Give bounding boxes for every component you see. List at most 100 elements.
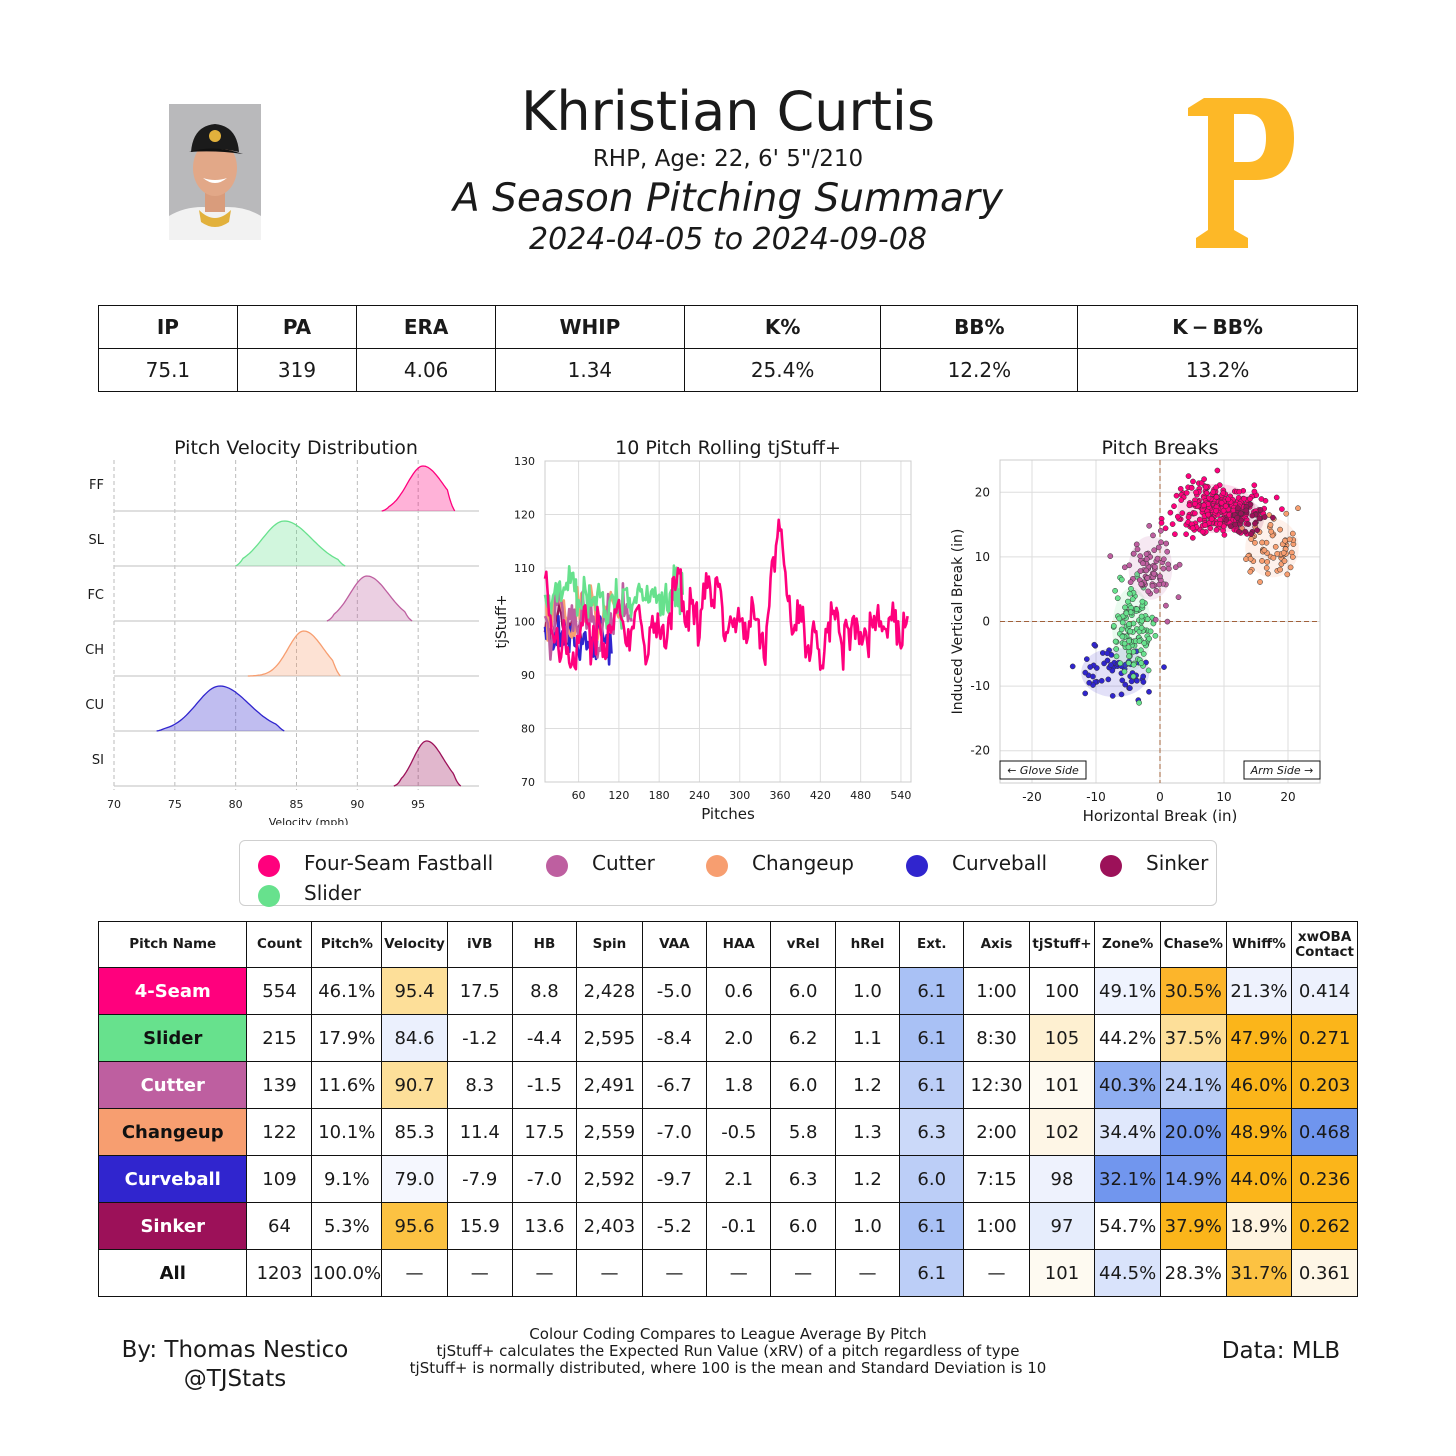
breaks-point xyxy=(1145,667,1152,674)
pitch-metric-cell: 2:00 xyxy=(963,1108,1030,1156)
player-bio: RHP, Age: 22, 6' 5"/210 xyxy=(592,146,864,172)
breaks-point xyxy=(1201,476,1207,482)
breaks-point xyxy=(1257,579,1263,585)
breaks-point xyxy=(1098,677,1105,684)
pitch-metric-cell: 1:00 xyxy=(963,1202,1030,1250)
breaks-y-tick: -10 xyxy=(970,679,990,693)
pitch-metric-cell: 6.0 xyxy=(770,1061,836,1109)
breaks-point xyxy=(1123,610,1130,617)
pitch-metric-cell: 17.5 xyxy=(511,1108,578,1156)
breaks-point xyxy=(1165,565,1172,572)
pitch-metric-cell: 85.3 xyxy=(381,1108,448,1156)
breaks-point xyxy=(1259,539,1265,546)
pitch-metric-cell: 1203 xyxy=(246,1249,313,1297)
pitch-metric-cell: — xyxy=(446,1249,513,1297)
breaks-point xyxy=(1214,467,1221,474)
breaks-point xyxy=(1252,539,1258,546)
pitch-table-header-cell: Zone% xyxy=(1094,921,1161,968)
breaks-point xyxy=(1192,510,1198,517)
breaks-point xyxy=(1238,510,1244,517)
breaks-point xyxy=(1130,673,1137,680)
pitch-metric-cell: — xyxy=(641,1249,708,1297)
rolling-y-tick: 100 xyxy=(514,616,535,629)
breaks-point xyxy=(1178,497,1185,503)
rolling-x-tick: 240 xyxy=(689,789,710,802)
breaks-point xyxy=(1238,517,1245,524)
rolling-x-tick: 360 xyxy=(770,789,791,802)
breaks-point xyxy=(1248,536,1255,542)
pitch-table-header-cell: HB xyxy=(511,921,578,968)
breaks-point xyxy=(1108,662,1114,668)
breaks-point xyxy=(1112,638,1119,645)
pitch-metric-cell: 46.0% xyxy=(1225,1061,1293,1109)
breaks-point xyxy=(1254,527,1261,534)
stat-header-5: BB% xyxy=(880,305,1079,349)
pitch-table-header-cell: hRel xyxy=(834,921,901,968)
breaks-point xyxy=(1137,553,1144,559)
pitch-metric-cell: 48.9% xyxy=(1225,1108,1293,1156)
breaks-point xyxy=(1127,628,1134,635)
breaks-point xyxy=(1261,514,1268,520)
pitch-metric-cell: 6.3 xyxy=(770,1155,836,1203)
breaks-point xyxy=(1150,532,1156,539)
pitch-metric-cell: 1:00 xyxy=(963,967,1030,1015)
breaks-point xyxy=(1208,516,1215,522)
breaks-point xyxy=(1104,657,1111,664)
pitch-metric-cell: 37.5% xyxy=(1159,1014,1227,1062)
breaks-cluster-ellipse xyxy=(1081,647,1150,698)
breaks-point xyxy=(1139,598,1146,605)
rolling-y-tick: 130 xyxy=(514,455,535,468)
pitch-name-cell: 4-Seam xyxy=(97,967,248,1015)
pitch-metric-cell: -1.2 xyxy=(446,1014,513,1062)
breaks-point xyxy=(1133,606,1140,612)
breaks-point xyxy=(1251,488,1258,495)
breaks-point xyxy=(1177,485,1184,492)
velocity-density-line xyxy=(381,465,456,512)
breaks-point xyxy=(1235,505,1241,511)
stat-value-1: 319 xyxy=(236,348,358,392)
breaks-point xyxy=(1213,527,1220,533)
breaks-point xyxy=(1174,513,1181,520)
breaks-point xyxy=(1241,495,1247,502)
pitch-metric-cell: 0.262 xyxy=(1291,1202,1358,1250)
breaks-point xyxy=(1158,539,1164,546)
pitch-table-row: Curveball 109 9.1% 79.0 -7.9 -7.0 2,592 -9.7 2.1… xyxy=(97,1155,1358,1203)
season-stats-table: IP PA ERA WHIP K% BB% K − BB% 75.1 319 4.06 1.34 2… xyxy=(98,305,1358,392)
pitch-metric-cell: 122 xyxy=(246,1108,313,1156)
pitch-name-cell: Slider xyxy=(97,1014,248,1062)
breaks-point xyxy=(1164,618,1171,625)
breaks-point xyxy=(1247,568,1254,575)
velocity-row-label: CH xyxy=(85,643,104,658)
pitch-metric-cell: -8.4 xyxy=(641,1014,708,1062)
stat-header-4: K% xyxy=(683,305,882,349)
breaks-point xyxy=(1267,521,1274,528)
breaks-point xyxy=(1192,501,1198,507)
breaks-point xyxy=(1188,485,1195,491)
breaks-point xyxy=(1138,660,1145,666)
breaks-point xyxy=(1127,579,1134,586)
breaks-point xyxy=(1220,490,1227,496)
pitch-metric-cell: 17.5 xyxy=(446,967,513,1015)
breaks-point xyxy=(1183,531,1189,538)
pitch-metric-cell: — xyxy=(381,1249,448,1297)
breaks-point xyxy=(1082,669,1089,676)
breaks-point xyxy=(1105,676,1112,683)
breaks-point xyxy=(1130,550,1137,557)
rolling-chart-title: 10 Pitch Rolling tjStuff+ xyxy=(615,437,841,459)
breaks-point xyxy=(1236,488,1243,495)
breaks-point xyxy=(1279,506,1285,512)
rolling-x-tick: 120 xyxy=(608,789,629,802)
pitch-metric-cell: 46.1% xyxy=(311,967,383,1015)
pitch-metric-cell: 6.3 xyxy=(899,1108,965,1156)
pitch-table-row: Slider 215 17.9% 84.6 -1.2 -4.4 2,595 -8.4 2.0 6.… xyxy=(97,1014,1358,1062)
breaks-point xyxy=(1126,653,1132,660)
pitch-metric-cell: -1.5 xyxy=(511,1061,578,1109)
pitch-metric-cell: 40.3% xyxy=(1094,1061,1161,1109)
legend-dot-icon xyxy=(906,855,928,877)
breaks-point xyxy=(1109,693,1116,699)
breaks-x-tick: 0 xyxy=(1156,790,1164,804)
breaks-point xyxy=(1242,528,1249,535)
pitch-metric-cell: 1.0 xyxy=(834,967,901,1015)
stat-value-4: 25.4% xyxy=(683,348,882,392)
glove-side-annotation: ← Glove Side xyxy=(999,760,1087,780)
